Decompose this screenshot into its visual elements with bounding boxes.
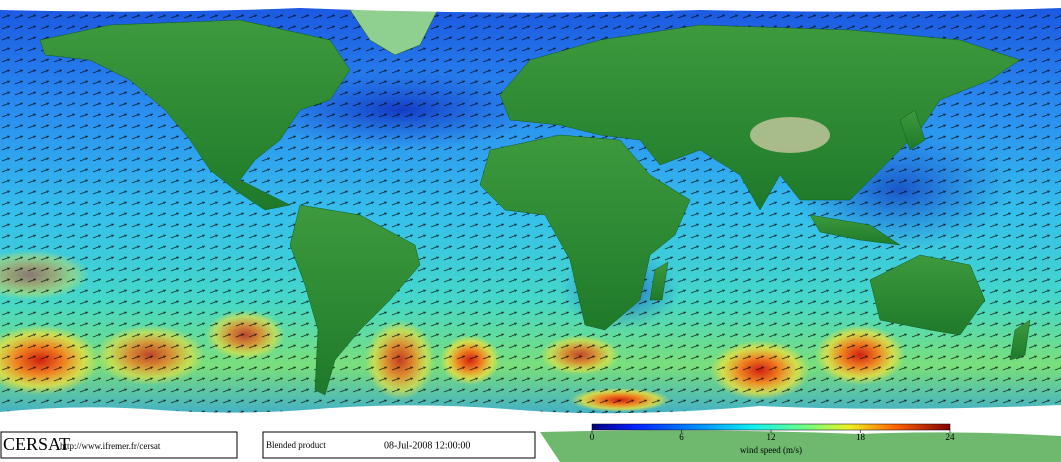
colorbar-tick-label: 6: [679, 432, 684, 442]
colorbar-tick-label: 24: [946, 432, 956, 442]
url: http://www.ifremer.fr/cersat: [60, 441, 161, 451]
info-box: [262, 431, 536, 459]
footer: CERSAT http://www.ifremer.fr/cersat Blen…: [0, 431, 536, 459]
colorbar: wind speed (m/s) 0 6 12 18 24: [590, 423, 956, 455]
logo: CERSAT: [3, 434, 70, 454]
colorbar-ramp: [591, 423, 951, 431]
colorbar-tick-label: 18: [856, 432, 866, 442]
date: 08-Jul-2008 12:00:00: [384, 440, 470, 451]
colorbar-label: wind speed (m/s): [740, 445, 802, 455]
logo-box: [0, 431, 238, 459]
colorbar-tick-label: 12: [767, 432, 776, 442]
colorbar-tick-label: 0: [590, 432, 595, 442]
product: Blended product: [266, 440, 326, 450]
map-layer: [0, 0, 1061, 430]
